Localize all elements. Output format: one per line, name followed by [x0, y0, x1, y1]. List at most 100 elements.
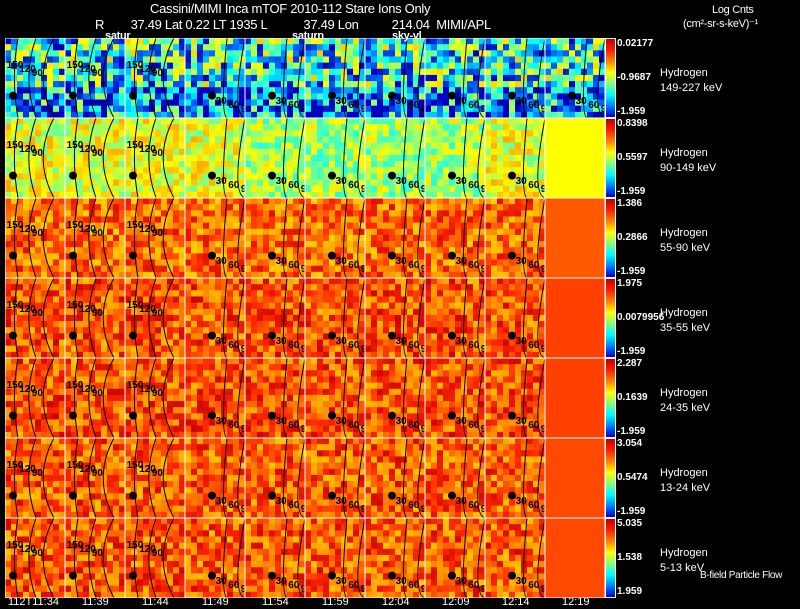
heatmap-cell [251, 259, 258, 267]
heatmap-cell [59, 74, 66, 82]
heatmap-cell [497, 68, 504, 76]
heatmap-cell [449, 68, 456, 76]
heatmap-cell [227, 210, 234, 217]
heatmap-cell [95, 111, 102, 119]
heatmap-cell [449, 124, 456, 131]
heatmap-cell [179, 38, 186, 45]
heatmap-cell [299, 142, 306, 150]
heatmap-cell [503, 111, 510, 119]
heatmap-cell [263, 228, 270, 236]
heatmap-cell [287, 290, 294, 297]
heatmap-cell [167, 130, 174, 137]
heatmap-cell [197, 124, 204, 131]
heatmap-cell [77, 198, 84, 205]
heatmap-cell [101, 44, 108, 51]
heatmap-cell [335, 56, 342, 64]
heatmap-cell [599, 62, 605, 70]
heatmap-cell [173, 93, 180, 101]
heatmap-cell [533, 167, 540, 174]
heatmap-cell [497, 105, 504, 113]
heatmap-cell [509, 161, 516, 168]
heatmap-cell [539, 185, 546, 193]
heatmap-cell [101, 284, 108, 291]
heatmap-cell [293, 204, 300, 211]
heatmap-cell [593, 130, 600, 137]
heatmap-cell [287, 68, 294, 76]
heatmap-cell [371, 105, 378, 113]
heatmap-cell [155, 68, 162, 76]
contour-label: 90 [32, 228, 44, 239]
heatmap-cell [365, 130, 372, 137]
heatmap-cell [515, 99, 522, 107]
heatmap-cell [167, 191, 174, 199]
heatmap-cell [461, 44, 468, 51]
heatmap-cell [95, 56, 102, 64]
heatmap-cell [149, 74, 156, 82]
heatmap-cell [329, 179, 336, 187]
saturn-marker [508, 251, 516, 260]
heatmap-cell [449, 148, 456, 156]
heatmap-cell [353, 38, 360, 45]
heatmap-cell [185, 124, 192, 131]
heatmap-cell [77, 111, 84, 119]
heatmap-cell [395, 253, 402, 261]
heatmap-cell [245, 154, 252, 162]
heatmap-cell [113, 81, 120, 88]
heatmap-cell [335, 74, 342, 82]
heatmap-cell [317, 284, 324, 291]
heatmap-cell [359, 296, 366, 304]
heatmap-cell [203, 167, 210, 174]
heatmap-cell [173, 167, 180, 174]
heatmap-cell [335, 247, 342, 254]
heatmap-cell [257, 271, 264, 279]
heatmap-cell [83, 62, 90, 70]
heatmap-cell [113, 302, 120, 310]
contour-label: 120 [19, 304, 36, 315]
heatmap-cell [215, 204, 222, 211]
heatmap-cell [473, 124, 480, 131]
heatmap-cell [155, 290, 162, 297]
heatmap-cell [539, 38, 546, 45]
contour-line [342, 277, 348, 359]
heatmap-cell [95, 321, 102, 328]
heatmap-cell [401, 118, 408, 125]
heatmap-cell [29, 118, 36, 125]
heatmap-cell [191, 265, 198, 273]
heatmap-cell [173, 296, 180, 304]
heatmap-cell [497, 44, 504, 51]
heatmap-cell [227, 198, 234, 205]
heatmap-cell [89, 204, 96, 211]
heatmap-cell [491, 38, 498, 45]
heatmap-cell [551, 87, 558, 94]
heatmap-cell [299, 38, 306, 45]
heatmap-cell [59, 222, 66, 230]
heatmap-cell [581, 210, 588, 217]
contour-label: 90 [92, 148, 104, 159]
heatmap-cell [185, 247, 192, 254]
heatmap-cell [89, 308, 96, 316]
heatmap-cell [203, 198, 210, 205]
heatmap-cell [587, 198, 594, 205]
heatmap-cell [257, 161, 264, 168]
heatmap-cell [155, 130, 162, 137]
contour-line [222, 277, 228, 359]
heatmap-cell [323, 228, 330, 236]
heatmap-cell [449, 204, 456, 211]
heatmap-cell [83, 308, 90, 316]
heatmap-cell [281, 179, 288, 187]
heatmap-cell [119, 247, 126, 254]
heatmap-cell [11, 118, 18, 125]
heatmap-cell [491, 259, 498, 267]
heatmap-cell [77, 284, 84, 291]
heatmap-cell [191, 118, 198, 125]
heatmap-cell [497, 148, 504, 156]
heatmap-cell [113, 124, 120, 131]
contour-line [222, 197, 228, 279]
heatmap-cell [53, 222, 60, 230]
heatmap-cell [191, 136, 198, 144]
heatmap-cell [599, 44, 605, 51]
heatmap-cell [347, 210, 354, 217]
heatmap-cell [383, 81, 390, 88]
heatmap-cell [287, 179, 294, 187]
heatmap-cell [503, 173, 510, 181]
